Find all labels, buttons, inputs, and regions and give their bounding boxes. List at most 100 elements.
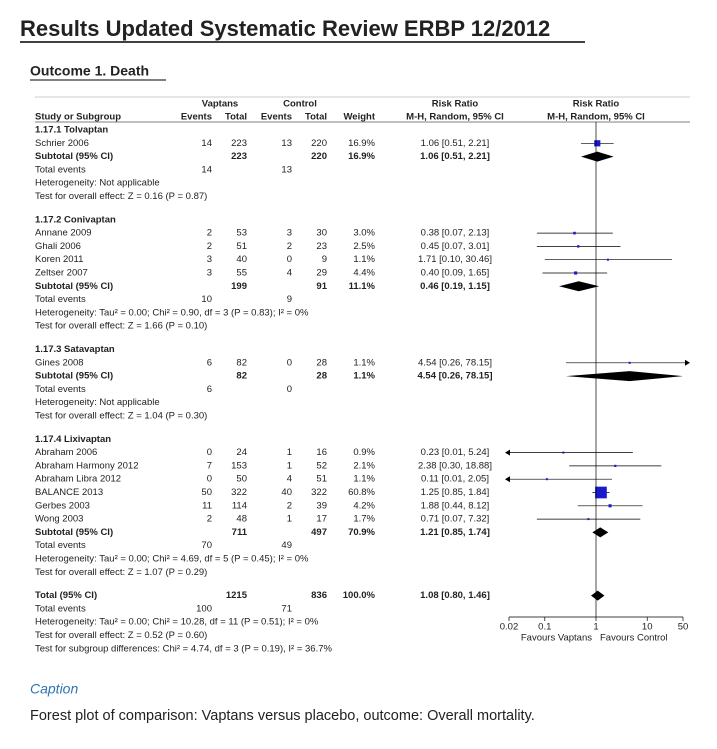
cell-ct: 28 — [316, 357, 327, 368]
row-label: 1.17.1 Tolvaptan — [35, 125, 108, 136]
ci-label: 4.54 [0.26, 78.15] — [418, 371, 493, 382]
cell-ce: 3 — [287, 228, 292, 239]
cell-ve: 7 — [207, 460, 212, 471]
cell-weight_label: 1.1% — [353, 371, 375, 382]
cell-ct: 39 — [316, 500, 327, 511]
caption-heading: Caption — [30, 681, 78, 697]
cell-ce: 40 — [281, 487, 292, 498]
cell-vt: 223 — [231, 151, 247, 162]
ci-label: 1.71 [0.10, 30.46] — [418, 254, 492, 265]
cell-ve: 14 — [201, 138, 212, 149]
cell-ct: 51 — [316, 474, 327, 485]
cell-vt: 82 — [236, 371, 247, 382]
ci-label: 1.08 [0.80, 1.46] — [420, 590, 490, 601]
row-label: Total events — [35, 603, 86, 614]
arrow — [505, 449, 510, 456]
cell-weight_label: 1.7% — [353, 514, 375, 525]
cell-vt: 322 — [231, 487, 247, 498]
ci-label: 2.38 [0.30, 18.88] — [418, 460, 492, 471]
cell-vt: 82 — [236, 357, 247, 368]
row-label: Abraham 2006 — [35, 447, 97, 458]
cell-weight_label: 2.5% — [353, 241, 375, 252]
diamond — [581, 151, 614, 162]
cell-vt: 114 — [232, 500, 247, 511]
cell-ct: 52 — [316, 460, 327, 471]
cell-ct: 497 — [311, 527, 327, 538]
row-label: Subtotal (95% CI) — [35, 151, 113, 162]
row-label: Test for overall effect: Z = 1.66 (P = 0… — [35, 321, 207, 332]
study-square — [574, 271, 578, 275]
cell-ct: 16 — [316, 447, 327, 458]
header: M-H, Random, 95% CI — [406, 112, 504, 123]
cell-ce: 13 — [281, 138, 292, 149]
ci-label: 0.23 [0.01, 5.24] — [421, 447, 490, 458]
row-label: Total events — [35, 164, 86, 175]
row-label: Heterogeneity: Tau² = 0.00; Chi² = 4.69,… — [35, 554, 309, 565]
row-label: Abraham Libra 2012 — [35, 474, 121, 485]
ci-label: 1.21 [0.85, 1.74] — [420, 527, 490, 538]
study-square — [595, 486, 607, 499]
study-square — [606, 258, 609, 261]
ci-label: 4.54 [0.26, 78.15] — [418, 357, 492, 368]
cell-weight_label: 11.1% — [349, 281, 376, 292]
diamond — [592, 527, 609, 538]
cell-ce: 49 — [281, 540, 292, 551]
header: Risk Ratio — [432, 99, 479, 110]
arrow — [505, 476, 510, 483]
cell-ve: 100 — [196, 603, 212, 614]
ci-label: 0.46 [0.19, 1.15] — [420, 281, 490, 292]
row-label: Abraham Harmony 2012 — [35, 460, 139, 471]
cell-ve: 3 — [207, 268, 212, 279]
tick-label: 0.1 — [538, 622, 551, 633]
study-square — [594, 140, 601, 147]
cell-ce: 9 — [287, 294, 292, 305]
cell-weight_label: 2.1% — [353, 460, 375, 471]
row-label: Heterogeneity: Tau² = 0.00; Chi² = 0.90,… — [35, 307, 309, 318]
cell-ct: 220 — [311, 151, 327, 162]
cell-ce: 2 — [287, 500, 292, 511]
cell-weight_label: 60.8% — [348, 487, 375, 498]
diamond — [559, 281, 600, 292]
cell-ct: 30 — [316, 228, 327, 239]
ci-label: 0.38 [0.07, 2.13] — [421, 228, 490, 239]
row-label: Zeltser 2007 — [35, 268, 88, 279]
study-square — [577, 245, 580, 248]
row-label: Subtotal (95% CI) — [35, 527, 113, 538]
ci-label: 0.40 [0.09, 1.65] — [421, 268, 490, 279]
ci-label: 0.71 [0.07, 7.32] — [421, 514, 490, 525]
tick-label: 50 — [678, 622, 689, 633]
cell-weight_label: 1.1% — [353, 254, 375, 265]
row-label: Subtotal (95% CI) — [35, 281, 113, 292]
header: M-H, Random, 95% CI — [547, 112, 645, 123]
header: Vaptans — [202, 99, 238, 110]
row-label: Heterogeneity: Not applicable — [35, 397, 160, 408]
row-label: Gerbes 2003 — [35, 500, 90, 511]
header: Control — [283, 99, 317, 110]
cell-vt: 40 — [236, 254, 247, 265]
cell-ct: 17 — [316, 514, 327, 525]
row-label: Total events — [35, 384, 86, 395]
cell-ve: 0 — [207, 474, 212, 485]
cell-ce: 1 — [287, 447, 292, 458]
row-label: 1.17.4 Lixivaptan — [35, 434, 111, 445]
ci-label: 0.45 [0.07, 3.01] — [421, 241, 490, 252]
cell-ct: 220 — [311, 138, 327, 149]
study-square — [628, 361, 631, 364]
cell-ve: 70 — [201, 540, 212, 551]
cell-ve: 2 — [207, 514, 212, 525]
cell-vt: 50 — [236, 474, 247, 485]
cell-ct: 29 — [316, 268, 327, 279]
header: Total — [225, 112, 247, 123]
cell-ve: 10 — [201, 294, 212, 305]
header: Weight — [344, 112, 376, 123]
outcome: Outcome 1. Death — [30, 63, 149, 79]
cell-ce: 2 — [287, 241, 292, 252]
cell-weight_label: 70.9% — [348, 527, 375, 538]
cell-vt: 55 — [236, 268, 247, 279]
tick-label: 1 — [593, 622, 598, 633]
cell-ve: 3 — [207, 254, 212, 265]
cell-weight_label: 1.1% — [353, 357, 375, 368]
row-label: Total events — [35, 294, 86, 305]
cell-ce: 0 — [287, 384, 292, 395]
